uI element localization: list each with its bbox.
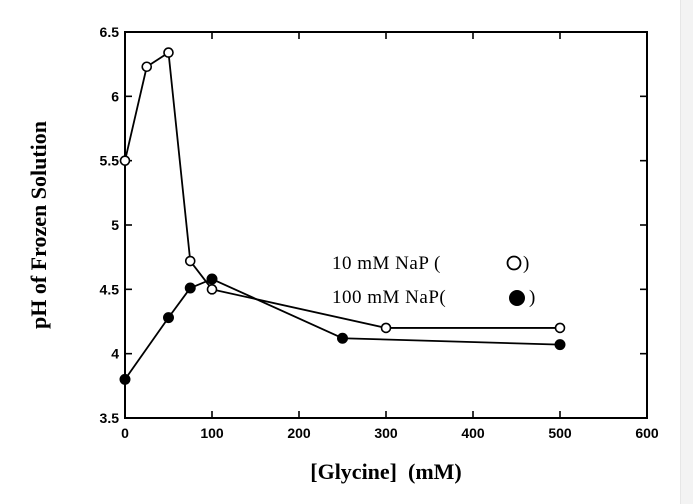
data-point-open xyxy=(184,255,196,267)
data-point-open xyxy=(119,155,131,166)
y-tick-label: 5 xyxy=(111,217,119,233)
legend-label-100mm: 100 mM NaP( xyxy=(332,287,446,308)
x-tick-label: 200 xyxy=(287,425,311,441)
x-axis-ticks xyxy=(124,32,648,418)
data-point-open xyxy=(206,284,218,295)
data-point-filled xyxy=(554,339,566,351)
y-tick-label: 5.5 xyxy=(100,153,120,169)
legend-filled-circle-marker xyxy=(509,290,525,306)
y-tick-label: 6.5 xyxy=(100,24,120,40)
x-axis-label: [Glycine] (mM) xyxy=(310,459,462,484)
data-point-open xyxy=(141,61,153,73)
legend-suffix-10mm: ) xyxy=(523,253,530,274)
x-axis-tick-labels: 0 100 200 300 400 500 600 xyxy=(121,425,659,441)
y-axis-label: pH of Frozen Solution xyxy=(26,121,51,329)
x-tick-label: 100 xyxy=(200,425,224,441)
x-tick-label: 400 xyxy=(461,425,485,441)
data-point-open xyxy=(163,47,174,58)
data-point-filled xyxy=(184,282,196,294)
x-tick-label: 600 xyxy=(635,425,659,441)
data-point-open xyxy=(380,322,392,334)
series-points xyxy=(119,47,566,385)
x-tick-label: 300 xyxy=(374,425,398,441)
data-point-filled xyxy=(337,332,348,344)
y-tick-label: 6 xyxy=(111,88,119,104)
series-line-100mm xyxy=(124,278,561,380)
y-tick-label: 4.5 xyxy=(100,281,120,297)
y-axis-tick-labels: 3.5 4 4.5 5 5.5 6 6.5 xyxy=(100,24,120,426)
series-lines xyxy=(124,51,561,380)
y-axis-ticks xyxy=(125,31,647,419)
legend-open-circle-marker xyxy=(506,255,522,271)
data-point-open xyxy=(554,322,566,334)
legend-item-10mm: 10 mM NaP ( ) xyxy=(332,253,530,274)
y-tick-label: 4 xyxy=(111,346,119,362)
legend-suffix-100mm: ) xyxy=(529,287,536,308)
x-tick-label: 0 xyxy=(121,425,129,441)
legend-label-10mm: 10 mM NaP ( xyxy=(332,253,441,274)
data-point-filled xyxy=(119,373,131,385)
x-tick-label: 500 xyxy=(548,425,572,441)
data-point-filled xyxy=(206,273,218,285)
y-tick-label: 3.5 xyxy=(100,410,120,426)
legend: 10 mM NaP ( ) 100 mM NaP( ) xyxy=(332,253,536,308)
data-point-filled xyxy=(163,312,174,324)
legend-item-100mm: 100 mM NaP( ) xyxy=(332,287,536,308)
right-scroll-strip xyxy=(680,0,693,504)
plot-frame xyxy=(124,31,648,419)
